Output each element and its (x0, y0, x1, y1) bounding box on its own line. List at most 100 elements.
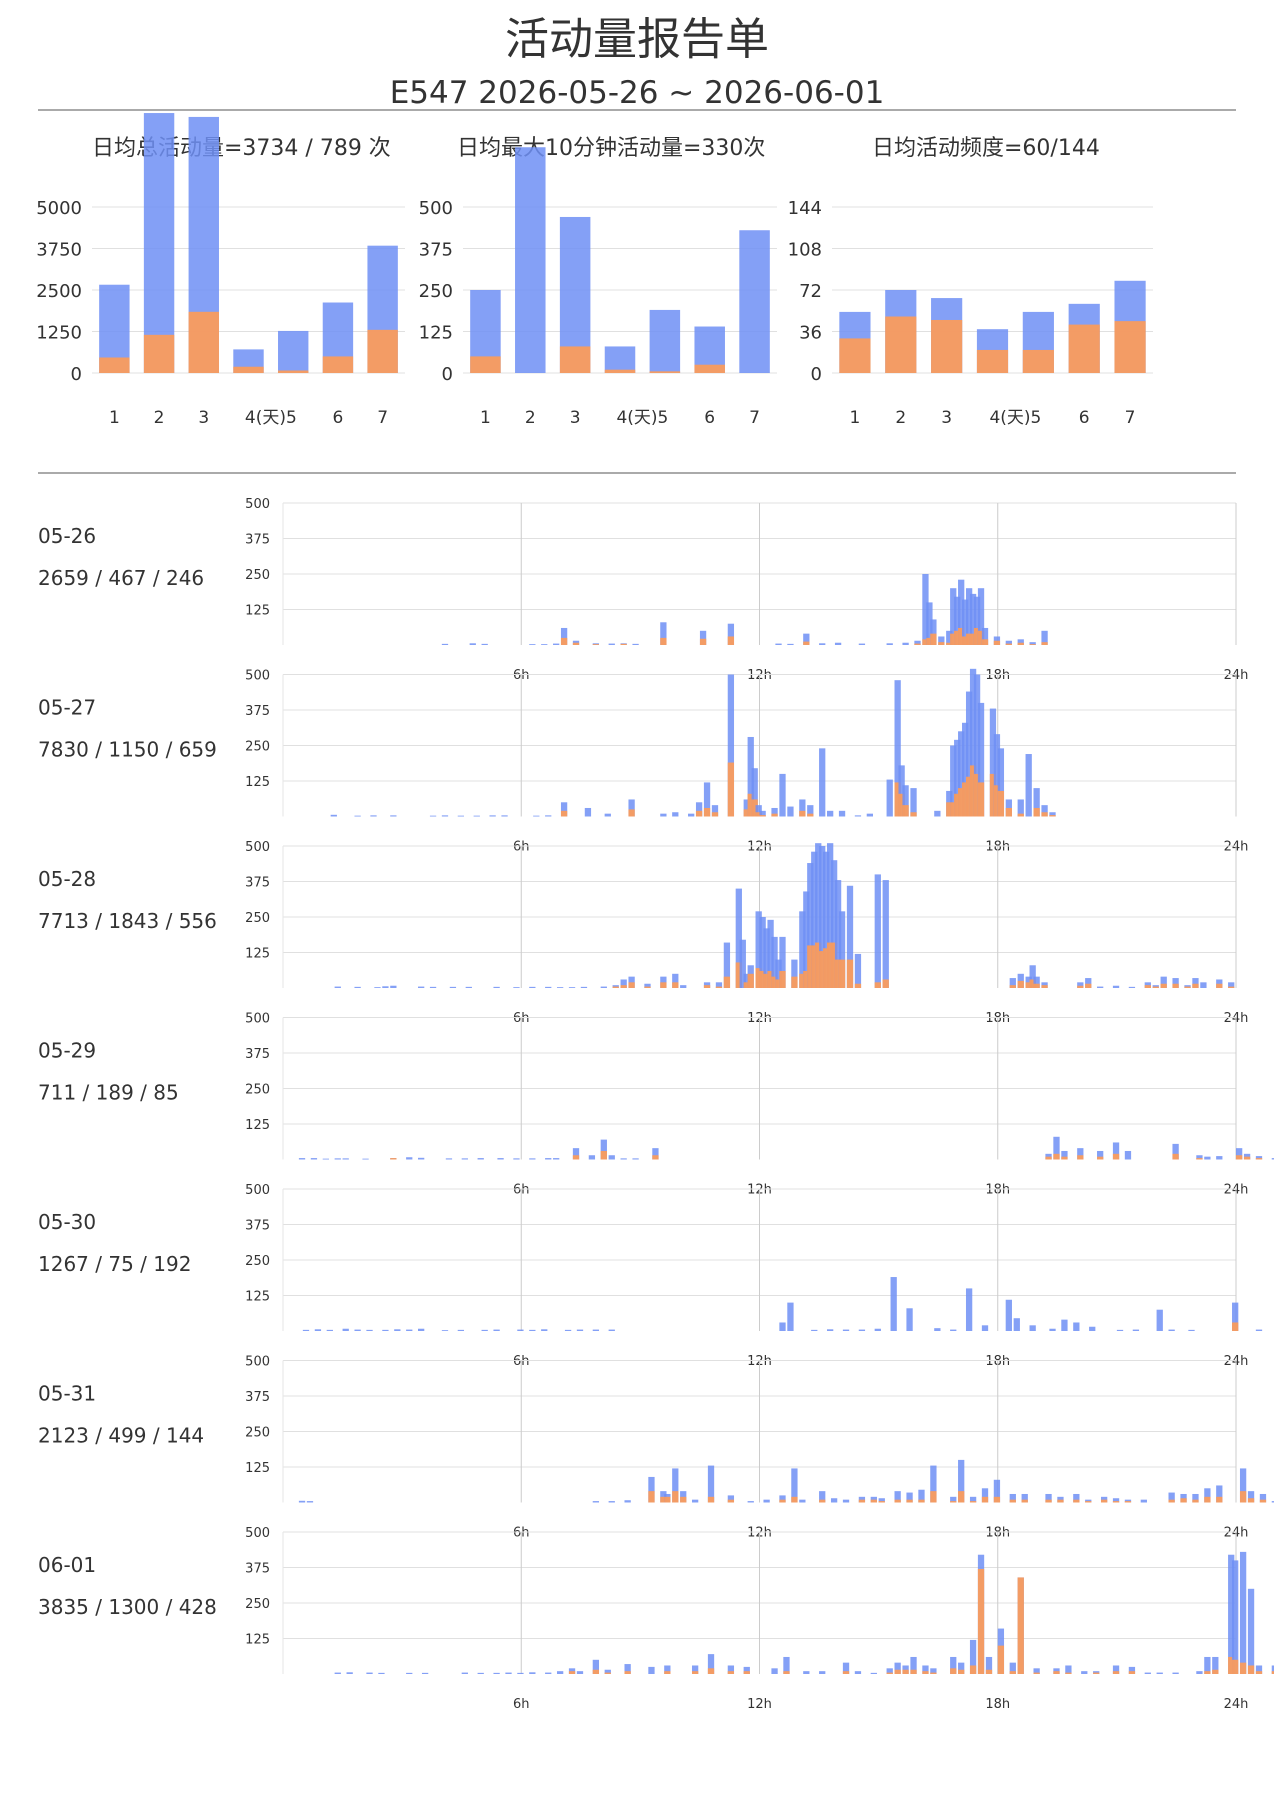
activity-bar (529, 986, 536, 988)
activity-bar (787, 806, 794, 817)
activity-bar-part (755, 812, 762, 817)
y-tick-label: 500 (419, 198, 453, 219)
activity-bar (1049, 812, 1056, 817)
activity-bar-part (1053, 1153, 1060, 1160)
day-summary: 7830 / 1150 / 659 (38, 738, 217, 762)
activity-bar (811, 1329, 818, 1331)
activity-bar-part (894, 782, 901, 817)
activity-bar (707, 1654, 715, 1674)
activity-bar (842, 1662, 850, 1674)
y-tick-label: 0 (442, 364, 453, 385)
activity-bar (648, 1476, 655, 1503)
activity-bar (827, 1329, 834, 1331)
activity-bar-part (703, 985, 711, 988)
activity-bar-part (648, 1491, 655, 1503)
summary-chart-body: 0 1250 2500 3750 5000 1 2 3 4(天)5 6 7 (36, 113, 405, 428)
x-tick-label: 3 (570, 408, 581, 428)
activity-bar (930, 1668, 937, 1674)
x-tick-label: 6 (333, 408, 344, 428)
activity-bar-part (707, 1496, 715, 1503)
activity-bar-part (1025, 982, 1032, 988)
activity-bar (441, 1330, 449, 1331)
activity-bar (608, 1155, 615, 1160)
activity-bar (1192, 978, 1199, 988)
summary-chart-title: 日均活动频度=60/144 (872, 136, 1100, 161)
activity-bar (1089, 1326, 1096, 1331)
activity-bar (791, 959, 798, 988)
activity-bar (314, 1329, 322, 1331)
activity-bar (811, 851, 818, 988)
activity-bar-part (747, 973, 754, 988)
activity-bar-part (1033, 807, 1040, 817)
activity-bar-part (691, 1671, 699, 1674)
activity-bar (1073, 1493, 1080, 1503)
activity-bar (823, 851, 830, 988)
activity-bar (461, 1672, 468, 1674)
activity-bar (922, 574, 929, 645)
x-tick-label: 4(天)5 (616, 408, 668, 428)
y-tick-label: 3750 (36, 240, 82, 261)
activity-bar-part (727, 1671, 735, 1674)
activity-bar (505, 1672, 512, 1674)
activity-bar-part (902, 805, 909, 817)
y-tick-label: 500 (245, 497, 270, 512)
y-tick-label: 144 (788, 198, 822, 219)
activity-bar (930, 1465, 937, 1503)
activity-bar (346, 1672, 353, 1674)
activity-bar (1100, 1496, 1108, 1503)
activity-bar (584, 807, 592, 817)
activity-bar (652, 1148, 659, 1160)
activity-bar (842, 1329, 850, 1331)
activity-bar-part (1152, 986, 1159, 988)
y-tick-label: 250 (245, 568, 270, 583)
activity-bar (1271, 1501, 1274, 1503)
activity-bar-part (1124, 1501, 1132, 1503)
activity-bar (1057, 1496, 1064, 1503)
activity-bar-part (560, 810, 568, 817)
activity-bar-part (969, 765, 977, 817)
activity-bar (799, 799, 806, 817)
activity-bar (1045, 1493, 1052, 1503)
activity-bar-part (1172, 983, 1179, 988)
activity-bar (1239, 1551, 1247, 1674)
activity-bar-part (870, 1499, 877, 1503)
activity-bar-part (1112, 1671, 1120, 1674)
activity-bar (370, 815, 377, 817)
x-tick-label: 18h (985, 1697, 1010, 1712)
summary-bar-part (1068, 324, 1100, 373)
activity-bar-part (620, 985, 627, 988)
activity-bar (334, 1672, 341, 1674)
activity-bar (981, 1488, 989, 1503)
activity-bar (747, 1501, 754, 1503)
activity-bar (1112, 1665, 1120, 1674)
activity-bar (1033, 788, 1040, 817)
activity-bar (1144, 1672, 1151, 1674)
activity-bar (406, 1157, 413, 1160)
activity-bar-part (958, 1491, 965, 1503)
activity-bar-part (1045, 1499, 1052, 1503)
activity-bar-part (1049, 815, 1056, 817)
activity-bar (1247, 1588, 1255, 1674)
summary-bar-part (470, 356, 501, 373)
activity-bar (981, 627, 989, 645)
activity-bar-part (727, 1499, 735, 1503)
y-tick-label: 375 (419, 240, 453, 261)
activity-bar (390, 985, 397, 988)
report-subtitle: E547 2026-05-26 ~ 2026-06-01 (390, 75, 885, 111)
activity-bar (560, 627, 568, 645)
activity-bar (366, 1329, 373, 1331)
activity-bar-part (1093, 1672, 1100, 1674)
activity-bar (950, 1496, 957, 1503)
summary-bar-part (559, 346, 591, 373)
activity-bar (894, 1491, 901, 1503)
y-tick-label: 250 (245, 1254, 270, 1269)
x-tick-label: 12h (747, 1697, 772, 1712)
activity-bar-part (965, 633, 973, 645)
activity-bar-part (898, 793, 905, 817)
activity-bar (366, 1672, 373, 1674)
activity-bar-part (838, 959, 846, 988)
activity-bar-part (977, 1568, 985, 1674)
activity-bar (568, 987, 576, 988)
activity-bar-part (620, 643, 627, 645)
activity-bar (1168, 1492, 1175, 1503)
